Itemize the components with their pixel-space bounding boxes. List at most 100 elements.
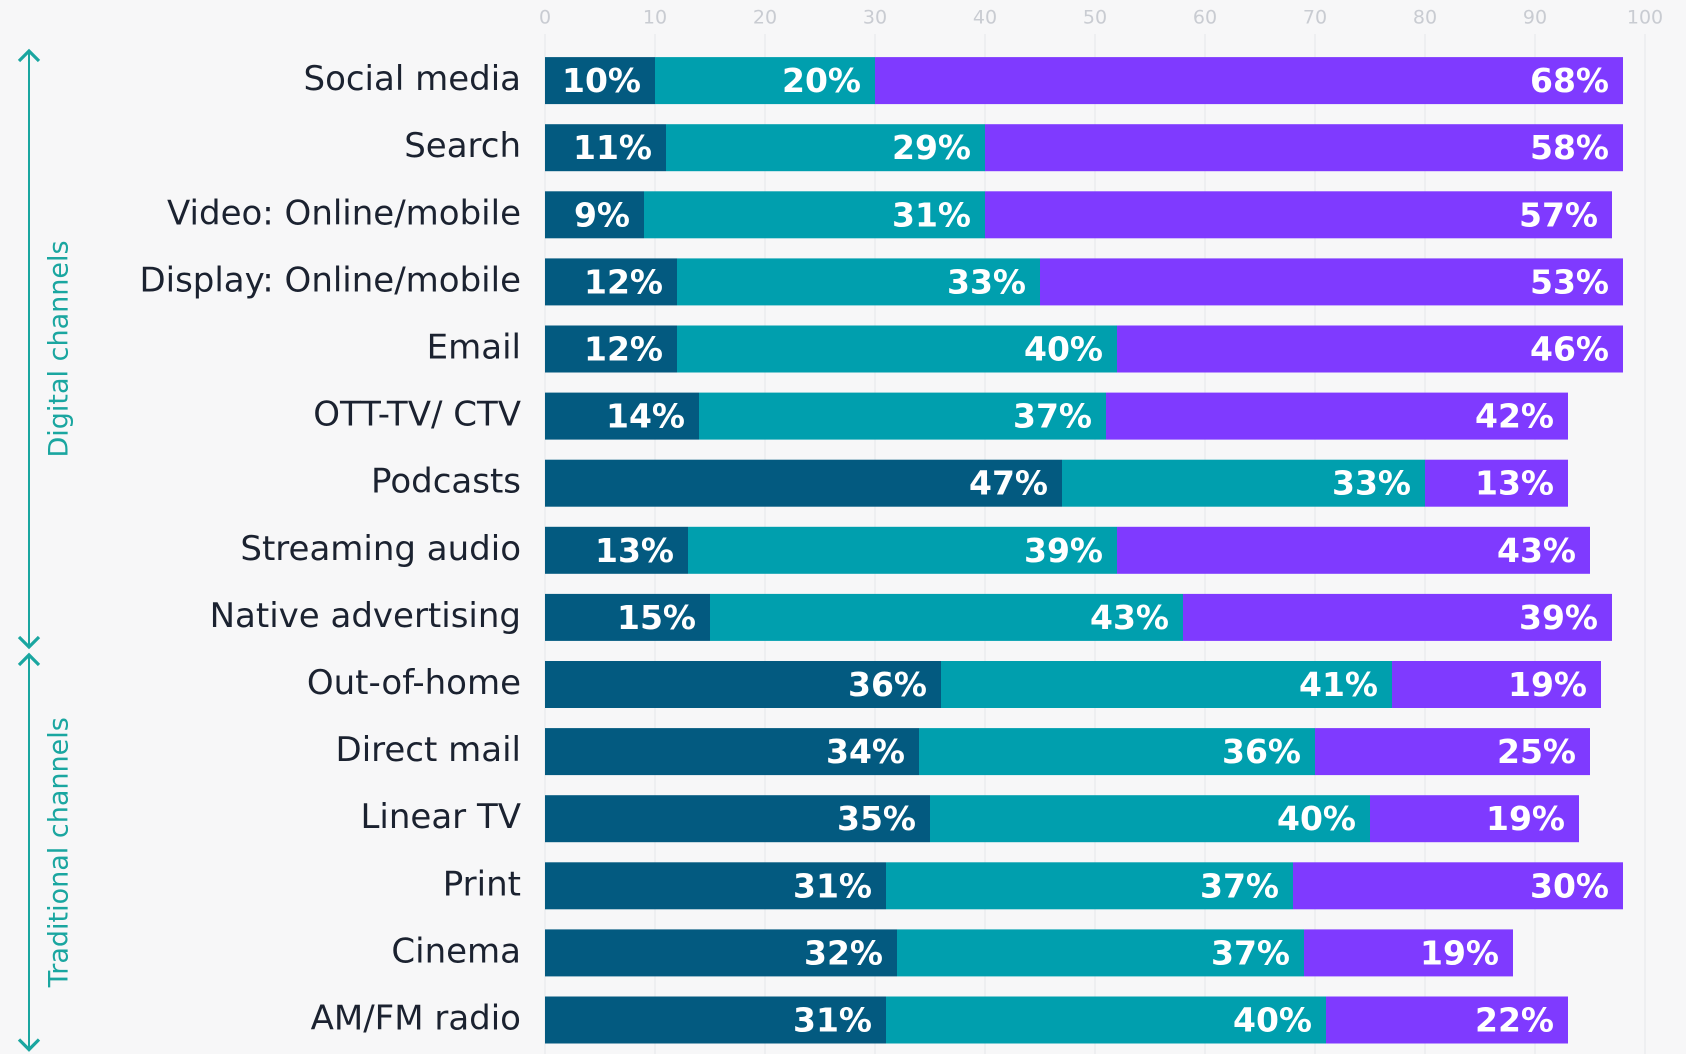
data-label: 39%	[1519, 598, 1598, 637]
bar-segment	[545, 459, 1062, 507]
data-label: 22%	[1475, 1001, 1554, 1040]
data-label: 58%	[1530, 128, 1609, 167]
data-label: 40%	[1024, 330, 1103, 369]
data-label: 31%	[892, 195, 971, 234]
bar-segment	[1304, 929, 1513, 977]
x-tick-label: 80	[1413, 7, 1437, 29]
data-label: 53%	[1530, 262, 1609, 301]
x-tick-label: 60	[1193, 7, 1217, 29]
bar-segment	[1040, 258, 1623, 306]
bar-segment	[1370, 795, 1579, 843]
x-tick-label: 40	[973, 7, 997, 29]
bar-segment	[1425, 459, 1568, 507]
x-tick-label: 50	[1083, 7, 1107, 29]
group-label: Traditional channels	[44, 717, 75, 988]
bar-segment	[644, 191, 985, 239]
data-label: 10%	[562, 61, 641, 100]
data-label: 31%	[793, 866, 872, 905]
bar-segment	[545, 325, 677, 373]
data-label: 46%	[1530, 330, 1609, 369]
category-label: Streaming audio	[240, 529, 521, 569]
data-label: 43%	[1497, 531, 1576, 570]
bar-segment	[545, 929, 897, 977]
group-label: Digital channels	[44, 240, 75, 457]
bar-segment	[545, 728, 919, 776]
category-label: Linear TV	[360, 797, 521, 837]
category-label: OTT-TV/ CTV	[313, 395, 521, 435]
bar-segment	[941, 661, 1392, 708]
bar-segment	[919, 728, 1315, 776]
x-tick-label: 10	[643, 7, 667, 29]
bar-segment	[677, 258, 1040, 306]
bar-segment	[1062, 459, 1425, 507]
data-label: 12%	[584, 330, 663, 369]
bar-segment	[545, 392, 699, 440]
category-label: AM/FM radio	[311, 999, 521, 1039]
data-label: 13%	[1475, 464, 1554, 503]
category-label: Social media	[303, 59, 521, 99]
bar-segment	[710, 593, 1183, 641]
data-label: 19%	[1508, 665, 1587, 704]
x-tick-label: 20	[753, 7, 777, 29]
data-label: 39%	[1024, 531, 1103, 570]
data-label: 43%	[1090, 598, 1169, 637]
bar-segment	[1106, 392, 1568, 440]
bar-segment	[886, 862, 1293, 910]
x-tick-label: 90	[1523, 7, 1547, 29]
category-label: Native advertising	[210, 596, 521, 636]
data-label: 40%	[1233, 1001, 1312, 1040]
bar-segment	[985, 191, 1612, 239]
bar-segment	[666, 124, 985, 172]
data-label: 37%	[1200, 866, 1279, 905]
bar-segment	[545, 526, 688, 574]
bar-segment	[985, 124, 1623, 172]
data-label: 42%	[1475, 397, 1554, 436]
data-label: 30%	[1530, 866, 1609, 905]
data-label: 41%	[1299, 665, 1378, 704]
data-label: 37%	[1013, 397, 1092, 436]
bar-segment	[1315, 728, 1590, 776]
category-label: Direct mail	[336, 730, 521, 770]
x-tick-label: 0	[539, 7, 551, 29]
data-label: 14%	[606, 397, 685, 436]
bar-segment	[545, 258, 677, 306]
bar-segment	[545, 996, 886, 1044]
bar-segment	[1392, 661, 1601, 708]
category-label: Video: Online/mobile	[167, 193, 521, 233]
data-label: 33%	[947, 262, 1026, 301]
bar-segment	[1117, 526, 1590, 574]
data-label: 37%	[1211, 933, 1290, 972]
category-label: Podcasts	[371, 462, 521, 502]
bar-segment	[1326, 996, 1568, 1044]
category-label: Print	[443, 864, 521, 904]
category-label: Display: Online/mobile	[139, 260, 521, 300]
data-label: 9%	[574, 195, 630, 234]
data-label: 13%	[595, 531, 674, 570]
data-label: 29%	[892, 128, 971, 167]
bar-segment	[930, 795, 1370, 843]
bar-segment	[545, 661, 941, 708]
data-label: 20%	[782, 61, 861, 100]
category-label: Search	[404, 126, 521, 166]
data-label: 47%	[969, 464, 1048, 503]
data-label: 36%	[1222, 732, 1301, 771]
x-tick-label: 70	[1303, 7, 1327, 29]
data-label: 68%	[1530, 61, 1609, 100]
bar-segment	[545, 57, 655, 105]
data-label: 12%	[584, 262, 663, 301]
bar-segment	[545, 191, 644, 239]
category-label: Out-of-home	[307, 663, 521, 703]
bar-segment	[655, 57, 875, 105]
x-tick-label: 30	[863, 7, 887, 29]
data-label: 25%	[1497, 732, 1576, 771]
bar-segment	[699, 392, 1106, 440]
data-label: 19%	[1420, 933, 1499, 972]
bar-segment	[875, 57, 1623, 105]
bar-segment	[1183, 593, 1612, 641]
bar-segment	[886, 996, 1326, 1044]
data-label: 11%	[573, 128, 652, 167]
data-label: 35%	[837, 799, 916, 838]
data-label: 15%	[617, 598, 696, 637]
data-label: 34%	[826, 732, 905, 771]
